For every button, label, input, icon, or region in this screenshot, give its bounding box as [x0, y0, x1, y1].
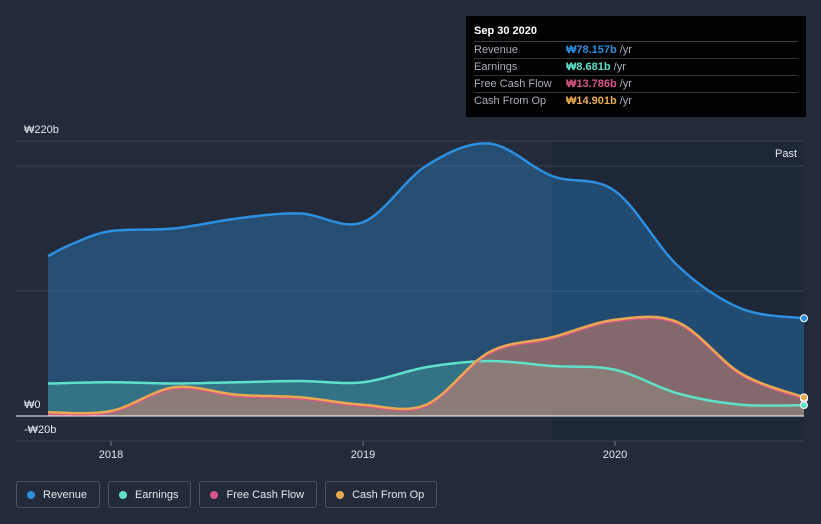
tooltip-unit: /yr	[619, 78, 632, 90]
series-end-dots	[800, 314, 808, 410]
tooltip-row-earnings: Earnings ₩8.681b /yr	[474, 59, 798, 76]
tooltip-unit: /yr	[613, 61, 626, 73]
line-cash-from-op	[47, 315, 805, 415]
x-tick-label: 2020	[603, 449, 627, 461]
tooltip-value: ₩14.901b	[566, 95, 617, 107]
legend-label: Revenue	[43, 488, 88, 501]
line-earnings	[47, 359, 805, 407]
tooltip-unit: /yr	[619, 95, 632, 107]
x-axis-ticks: 2018 2019 2020	[99, 441, 627, 461]
legend-item-earnings[interactable]: Earnings	[108, 481, 192, 508]
tooltip-unit: /yr	[619, 44, 632, 56]
tooltip-label: Free Cash Flow	[474, 78, 552, 90]
legend-item-free-cash-flow[interactable]: Free Cash Flow	[199, 481, 318, 508]
legend-dot-icon	[27, 490, 35, 499]
y-tick-label-top: ₩220b	[24, 124, 59, 136]
area-earnings	[48, 360, 804, 416]
x-tick-label: 2019	[351, 449, 375, 461]
legend-label: Earnings	[135, 488, 179, 501]
tooltip-row-cash-from-op: Cash From Op ₩14.901b /yr	[474, 93, 798, 109]
x-tick-label: 2018	[99, 449, 123, 461]
tooltip-label: Revenue	[474, 44, 519, 56]
tooltip-row-revenue: Revenue ₩78.157b /yr	[474, 42, 798, 59]
past-label: Past	[775, 148, 797, 160]
legend-item-revenue[interactable]: Revenue	[16, 481, 101, 508]
tooltip-row-free-cash-flow: Free Cash Flow ₩13.786b /yr	[474, 76, 798, 93]
area-free-cash-flow	[48, 317, 804, 416]
end-dot-cash-from-op	[800, 393, 808, 402]
area-revenue	[48, 143, 804, 416]
legend-dot-icon	[210, 490, 219, 499]
legend-dot-icon	[119, 490, 128, 499]
line-revenue	[47, 142, 805, 320]
tooltip-label: Earnings	[474, 61, 518, 73]
legend-dot-icon	[336, 490, 345, 499]
y-tick-label-zero: ₩0	[24, 399, 41, 411]
y-tick-label-bottom: -₩20b	[24, 424, 56, 436]
series-areas	[48, 143, 804, 416]
legend-label: Cash From Op	[352, 488, 425, 501]
legend-item-cash-from-op[interactable]: Cash From Op	[325, 481, 438, 508]
series-lines	[47, 142, 805, 416]
tooltip-value: ₩13.786b	[566, 78, 617, 90]
area-cash-from-op	[48, 316, 804, 416]
tooltip-value: ₩8.681b	[566, 61, 611, 73]
tooltip-panel: Sep 30 2020 Revenue ₩78.157b /yr Earning…	[466, 16, 806, 117]
legend: Revenue Earnings Free Cash Flow Cash Fro…	[16, 481, 438, 508]
end-dot-revenue	[800, 314, 808, 323]
legend-label: Free Cash Flow	[226, 488, 305, 501]
tooltip-value: ₩78.157b	[566, 44, 617, 56]
tooltip-label: Cash From Op	[474, 95, 547, 107]
tooltip-date: Sep 30 2020	[474, 24, 798, 42]
